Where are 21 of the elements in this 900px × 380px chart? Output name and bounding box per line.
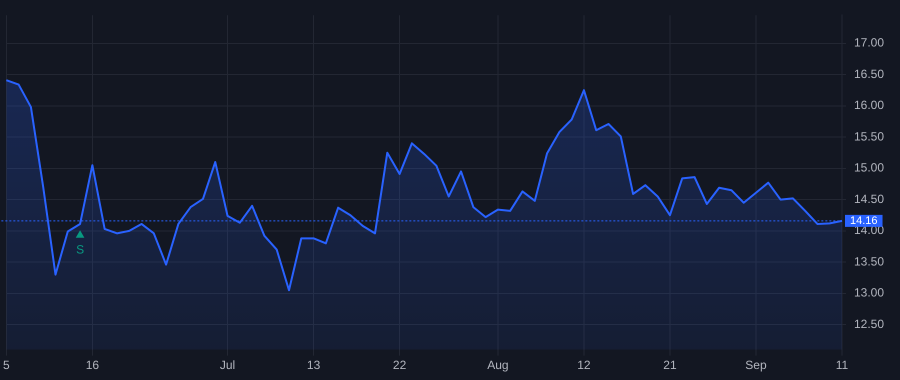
y-tick-label: 15.00	[854, 160, 884, 175]
x-tick-label: Sep	[745, 358, 767, 372]
y-tick-label: 17.00	[854, 36, 884, 50]
x-tick-label: 21	[663, 358, 677, 372]
y-tick-label: 15.50	[854, 129, 884, 144]
x-tick-label: Aug	[487, 358, 509, 372]
x-tick-label: 16	[86, 358, 100, 372]
ref-line-label: 14.16	[850, 214, 878, 227]
x-tick-label: 11	[836, 358, 849, 372]
x-tick-label: 5	[2, 358, 10, 372]
y-tick-label: 12.50	[854, 316, 884, 331]
x-tick-label: 12	[577, 358, 591, 372]
x-tick-label: 13	[306, 358, 321, 372]
y-tick-label: 16.50	[854, 66, 884, 81]
y-tick-label: 13.50	[854, 254, 884, 268]
y-tick-label: 14.50	[854, 192, 884, 206]
y-tick-label: 13.00	[854, 286, 884, 300]
y-tick-label: 16.00	[854, 98, 884, 112]
series-label: S	[76, 242, 84, 257]
x-tick-label: 22	[392, 358, 407, 372]
x-tick-label: Jul	[220, 358, 236, 372]
